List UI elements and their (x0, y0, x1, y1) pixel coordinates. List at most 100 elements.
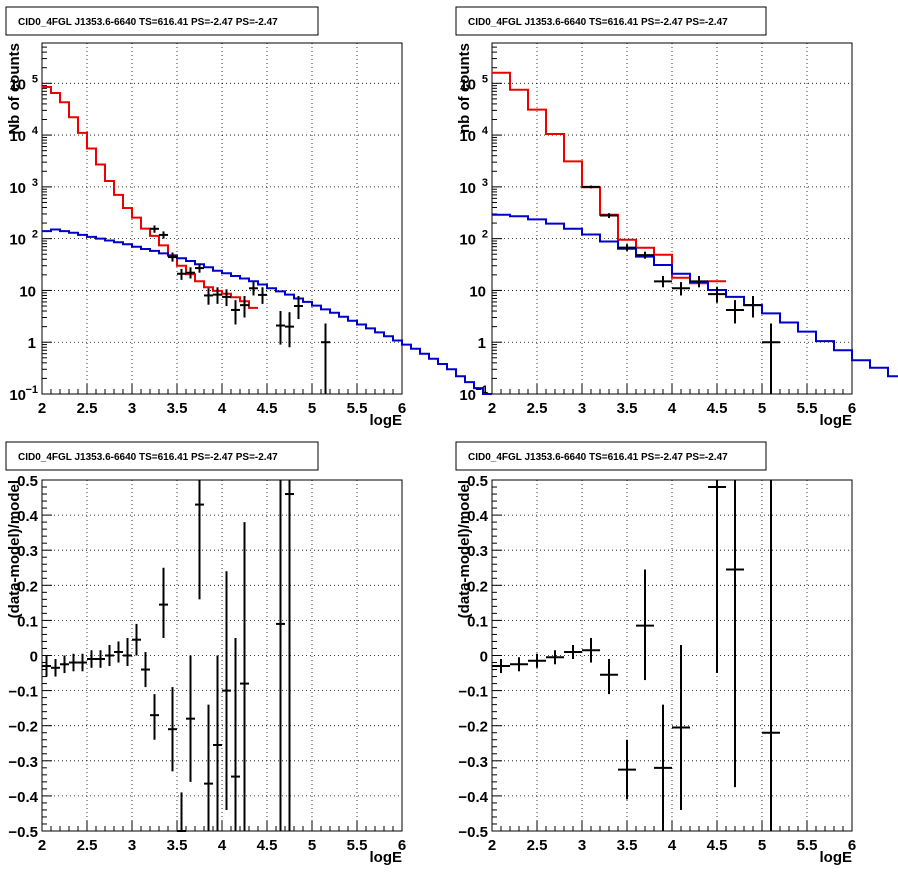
data-point (87, 650, 96, 668)
data-point (51, 659, 60, 677)
red-model-histogram (492, 71, 726, 285)
data-point (222, 289, 231, 307)
x-axis-title: logE (820, 412, 853, 429)
x-tick-label: 2 (38, 837, 46, 854)
data-point (528, 653, 546, 668)
x-tick-label: 5.5 (347, 837, 368, 854)
data-point (159, 567, 168, 638)
x-tick-label: 2.5 (527, 400, 548, 417)
data-point (240, 296, 249, 318)
y-tick-label: 1 (28, 335, 36, 352)
x-tick-label: 5.5 (797, 837, 818, 854)
y-tick-label: 0.1 (17, 613, 38, 630)
x-tick-label: 5 (758, 400, 766, 417)
data-point (213, 287, 222, 304)
data-point (762, 323, 780, 394)
data-point (546, 650, 564, 665)
y-tick-label: 0.2 (17, 578, 38, 595)
data-point (231, 637, 240, 831)
y-tick-label: −0.1 (458, 684, 488, 701)
data-point (564, 644, 582, 660)
x-axis-title: logE (370, 412, 403, 429)
data-point (285, 312, 294, 348)
red-model-histogram (42, 86, 258, 309)
data-point (177, 792, 186, 832)
y-tick-label: 0.1 (467, 613, 488, 630)
data-point (213, 655, 222, 831)
data-point (150, 225, 159, 233)
title-frame (455, 441, 767, 471)
data-point (186, 655, 195, 782)
data-point (168, 687, 177, 772)
x-tick-label: 5 (758, 837, 766, 854)
data-point (708, 286, 726, 303)
blue-model-histogram (42, 228, 492, 395)
y-tick-exponent: 3 (32, 177, 38, 189)
y-tick-exponent: 2 (32, 229, 38, 241)
y-tick-label: −0.1 (8, 684, 38, 701)
chart-title: CID0_4FGL J1353.6-6640 TS=616.41 PS=-2.4… (468, 17, 728, 28)
chart-title-box: CID0_4FGL J1353.6-6640 TS=616.41 PS=-2.4… (455, 441, 767, 471)
data-point (654, 704, 672, 831)
data-point (276, 311, 285, 345)
data-point (132, 623, 141, 656)
y-tick-label: 10 (459, 387, 476, 404)
y-tick-label: −0.2 (8, 719, 38, 736)
data-point (168, 252, 177, 262)
y-tick-label: 0.4 (467, 508, 489, 525)
data-point (600, 659, 618, 695)
y-tick-label: −0.5 (8, 824, 38, 841)
y-tick-label: −0.3 (8, 754, 38, 771)
data-point (195, 263, 204, 273)
y-tick-label: 0 (30, 649, 38, 666)
y-tick-exponent: −1 (25, 384, 38, 396)
x-tick-label: 3.5 (617, 400, 638, 417)
x-tick-label: 3 (578, 400, 586, 417)
y-axis-title: nb of counts (456, 43, 473, 133)
y-tick-label: 10 (19, 283, 36, 300)
data-point (636, 569, 654, 681)
y-tick-exponent: 3 (482, 177, 488, 189)
title-frame (455, 6, 767, 36)
y-axis-title: (data-model)/model (456, 480, 473, 618)
y-tick-label: 10 (9, 128, 26, 145)
data-point (285, 480, 294, 831)
x-tick-label: 5.5 (347, 400, 368, 417)
y-tick-label: 10 (9, 232, 26, 249)
y-tick-label: 0.5 (17, 473, 38, 490)
chart-title-box: CID0_4FGL J1353.6-6640 TS=616.41 PS=-2.4… (455, 6, 767, 36)
x-tick-label: 4 (218, 837, 227, 854)
data-point (69, 653, 78, 672)
x-tick-label: 2 (488, 400, 496, 417)
y-tick-label: 10 (459, 232, 476, 249)
y-tick-label: −0.2 (458, 719, 488, 736)
data-point (204, 704, 213, 831)
data-point (96, 650, 105, 668)
data-point (726, 300, 744, 324)
x-tick-label: 6 (848, 837, 856, 854)
x-tick-label: 6 (398, 400, 406, 417)
y-tick-label: 0.2 (467, 578, 488, 595)
x-axis-title: logE (370, 849, 403, 866)
data-point (654, 275, 672, 288)
data-point (204, 288, 213, 305)
y-tick-label: 1 (478, 335, 486, 352)
chart-panel-4: CID0_4FGL J1353.6-6640 TS=616.41 PS=-2.4… (455, 441, 856, 866)
data-point (672, 282, 690, 296)
x-tick-label: 4.5 (257, 400, 278, 417)
x-tick-label: 4.5 (257, 837, 278, 854)
x-tick-label: 4 (668, 400, 677, 417)
data-point (510, 657, 528, 672)
data-point (177, 268, 186, 280)
chart-title: CID0_4FGL J1353.6-6640 TS=616.41 PS=-2.4… (18, 17, 278, 28)
y-tick-exponent: −1 (475, 384, 488, 396)
data-point (618, 739, 636, 800)
y-axis-title: Nb of counts (6, 43, 23, 135)
data-point (600, 213, 618, 219)
x-tick-label: 2 (488, 837, 496, 854)
x-tick-label: 4 (668, 837, 677, 854)
data-point (294, 296, 303, 320)
data-point (105, 644, 114, 667)
y-tick-label: 10 (459, 128, 476, 145)
